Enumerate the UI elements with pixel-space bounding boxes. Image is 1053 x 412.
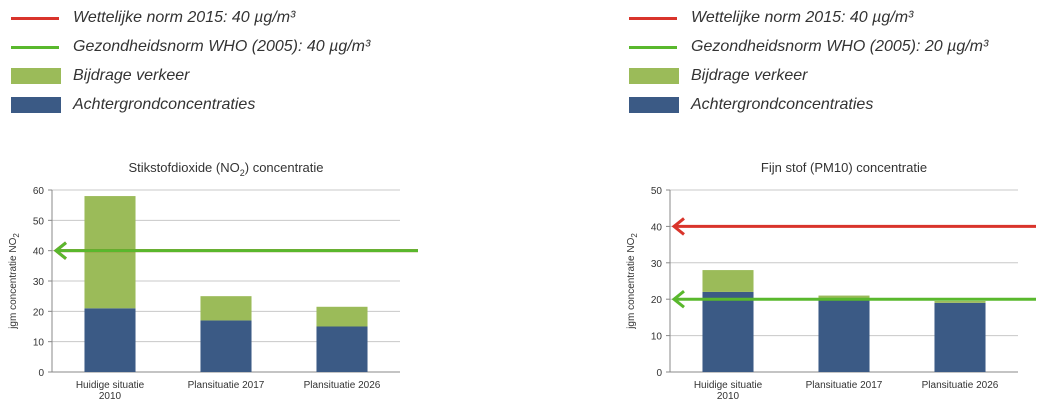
x-tick-label: Huidige situatie (76, 380, 145, 391)
y-tick-label: 10 (33, 338, 45, 349)
bar-achtergrond (316, 326, 368, 372)
bar-verkeer (702, 270, 754, 292)
legend-label: Wettelijke norm 2015: 40 µg/m³ (691, 9, 914, 26)
pm10-legend: Wettelijke norm 2015: 40 µg/m³ Gezondhei… (626, 6, 988, 122)
legend-item-wettelijke-norm: Wettelijke norm 2015: 40 µg/m³ (8, 6, 370, 30)
chart-title: Stikstofdioxide (NO2) concentratie (128, 160, 323, 178)
bar-achtergrond (200, 320, 252, 372)
x-tick-label: Plansituatie 2017 (188, 380, 265, 391)
y-tick-label: 0 (38, 368, 44, 379)
legend-item-who-norm: Gezondheidsnorm WHO (2005): 40 µg/m³ (8, 35, 370, 59)
bar-verkeer (934, 301, 986, 303)
reference-line-arrowhead (671, 290, 685, 309)
legend-line-green (11, 45, 59, 49)
legend-swatch-green (11, 68, 61, 84)
bar-verkeer (818, 295, 870, 300)
legend-item-achtergrond: Achtergrondconcentraties (626, 93, 988, 117)
y-tick-label: 60 (33, 186, 45, 197)
chart-title-main: Fijn stof (PM10) concentratie (761, 160, 927, 175)
y-tick-label: 0 (656, 368, 662, 379)
x-tick-label: Plansituatie 2026 (922, 380, 999, 391)
legend-item-wettelijke-norm: Wettelijke norm 2015: 40 µg/m³ (626, 6, 988, 30)
x-tick-label: Huidige situatie (694, 380, 763, 391)
legend-line-red (629, 16, 677, 20)
legend-label: Bijdrage verkeer (691, 67, 808, 84)
legend-label: Wettelijke norm 2015: 40 µg/m³ (73, 9, 296, 26)
x-tick-label: Plansituatie 2026 (304, 380, 381, 391)
y-tick-label: 20 (651, 295, 663, 306)
y-axis-label: jgm concentratie NO2 (626, 233, 639, 330)
chart-title-tail: ) concentratie (245, 160, 324, 175)
no2-chart: Stikstofdioxide (NO2) concentratie010203… (8, 160, 418, 402)
y-tick-label: 50 (651, 186, 663, 197)
bar-achtergrond (818, 299, 870, 372)
y-tick-label: 30 (651, 259, 663, 270)
y-tick-label: 40 (33, 247, 45, 258)
legend-swatch-blue (11, 97, 61, 113)
legend-item-who-norm: Gezondheidsnorm WHO (2005): 20 µg/m³ (626, 35, 988, 59)
x-tick-label: Plansituatie 2017 (806, 380, 883, 391)
pm10-chart: Fijn stof (PM10) concentratie 0 10 20 30 40 50… (626, 160, 1036, 402)
y-axis-label-main: jgm concentratie NO (8, 237, 19, 329)
legend-line-red (11, 16, 59, 20)
reference-line-arrowhead (671, 217, 685, 236)
legend-label: Bijdrage verkeer (73, 67, 190, 84)
bar-achtergrond (702, 291, 754, 372)
bar-verkeer (316, 306, 368, 327)
legend-label: Achtergrondconcentraties (691, 96, 874, 113)
y-tick-label: 40 (651, 222, 663, 233)
legend-item-achtergrond: Achtergrondconcentraties (8, 93, 370, 117)
y-tick-label: 20 (33, 307, 45, 318)
legend-swatch-blue (629, 97, 679, 113)
bar-verkeer (84, 196, 136, 309)
y-axis-label-subscript: 2 (12, 233, 21, 238)
bar-achtergrond (934, 302, 986, 372)
reference-line-arrowhead (53, 241, 67, 260)
chart-title: Fijn stof (PM10) concentratie (761, 160, 927, 175)
legend-item-bijdrage-verkeer: Bijdrage verkeer (8, 64, 370, 88)
y-axis-label-subscript: 2 (630, 233, 639, 238)
x-tick-label: 2010 (717, 391, 740, 402)
legend-item-bijdrage-verkeer: Bijdrage verkeer (626, 64, 988, 88)
y-tick-label: 50 (33, 216, 45, 227)
legend-swatch-green (629, 68, 679, 84)
chart-title-subscript: 2 (240, 168, 245, 178)
pm10-panel: Wettelijke norm 2015: 40 µg/m³ Gezondhei… (618, 0, 1053, 412)
y-tick-label: 10 (651, 332, 663, 343)
y-tick-label: 30 (33, 277, 45, 288)
legend-label: Gezondheidsnorm WHO (2005): 40 µg/m³ (73, 38, 371, 55)
x-tick-label: 2010 (99, 391, 122, 402)
y-axis-label: jgm concentratie NO2 (8, 233, 21, 330)
no2-panel: Wettelijke norm 2015: 40 µg/m³ Gezondhei… (0, 0, 480, 412)
legend-label: Gezondheidsnorm WHO (2005): 20 µg/m³ (691, 38, 989, 55)
bar-achtergrond (84, 308, 136, 372)
no2-legend: Wettelijke norm 2015: 40 µg/m³ Gezondhei… (8, 6, 370, 122)
y-axis-label-main: jgm concentratie NO (626, 237, 637, 329)
legend-line-green (629, 45, 677, 49)
chart-title-main: Stikstofdioxide (NO (128, 160, 239, 175)
bar-verkeer (200, 296, 252, 321)
legend-label: Achtergrondconcentraties (73, 96, 256, 113)
